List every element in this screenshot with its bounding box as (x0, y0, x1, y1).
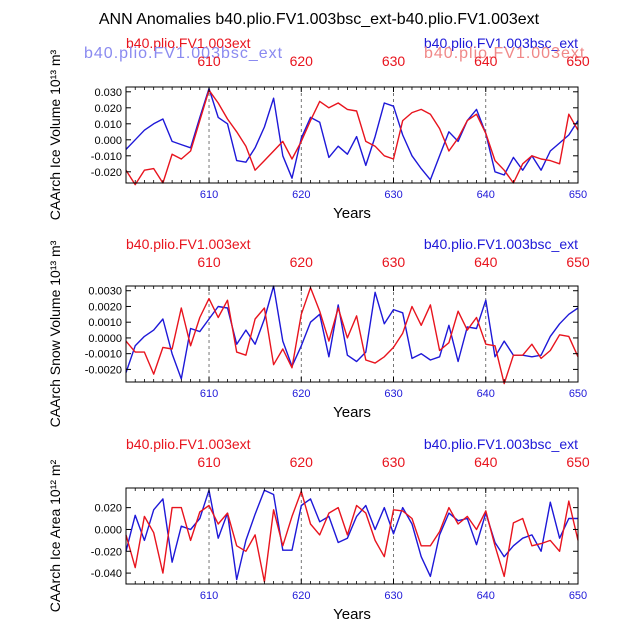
ytick-label: -0.020 (91, 546, 122, 558)
xtick-label-top: 630 (382, 254, 406, 270)
ytick-label: -0.0020 (85, 364, 122, 376)
xtick-label-bottom: 620 (292, 590, 310, 602)
axes-frame (125, 487, 579, 585)
xtick-label-bottom: 640 (477, 189, 495, 201)
ytick-label: -0.010 (91, 151, 122, 163)
xtick-label-bottom: 620 (292, 189, 310, 201)
ytick-label: 0.0030 (88, 286, 122, 298)
xtick-label-bottom: 630 (384, 189, 402, 201)
y-axis-label: CAArch Ice Volume 10¹³ m³ (47, 49, 63, 220)
ytick-label: 0.0010 (88, 317, 122, 329)
figure-title: ANN Anomalies b40.plio.FV1.003bsc_ext-b4… (99, 11, 540, 28)
ytick-label: 0.000 (94, 524, 122, 536)
xtick-label-bottom: 640 (477, 590, 495, 602)
xtick-label-top: 640 (474, 454, 498, 470)
series-title-right: b40.plio.FV1.003bsc_ext (424, 236, 578, 252)
ghost-title-blue: b40.plio.FV1.003bsc_ext (84, 45, 283, 62)
xtick-label-top: 630 (382, 454, 406, 470)
ytick-label: 0.020 (94, 503, 122, 515)
xtick-label-top: 650 (566, 53, 590, 69)
series-line-red (125, 490, 579, 583)
series-title-right: b40.plio.FV1.003bsc_ext (424, 436, 578, 452)
ytick-label: 0.0020 (88, 301, 122, 313)
xtick-label-bottom: 610 (200, 189, 218, 201)
series-title-left: b40.plio.FV1.003ext (126, 236, 251, 252)
ytick-label: 0.010 (94, 119, 122, 131)
xtick-label-bottom: 630 (384, 388, 402, 400)
axes-frame (125, 285, 579, 383)
xtick-label-top: 610 (197, 254, 221, 270)
ytick-label: -0.0010 (85, 349, 122, 361)
xtick-label-top: 640 (474, 254, 498, 270)
xtick-label-bottom: 650 (569, 590, 587, 602)
xtick-label-top: 610 (197, 454, 221, 470)
xtick-label-top: 630 (382, 53, 406, 69)
x-axis-label: Years (333, 404, 371, 421)
ytick-label: 0.030 (94, 87, 122, 99)
xtick-label-top: 620 (290, 454, 314, 470)
xtick-label-bottom: 630 (384, 590, 402, 602)
y-axis-label: CAArch Ice Area 10¹² m² (47, 459, 63, 612)
xtick-label-top: 620 (290, 53, 314, 69)
panel-snow-volume: b40.plio.FV1.003ext b40.plio.FV1.003bsc_e… (47, 236, 590, 427)
axes-frame (125, 86, 579, 184)
xtick-label-top: 620 (290, 254, 314, 270)
series-title-right: b40.plio.FV1.003bsc_ext (424, 35, 578, 51)
x-axis-label: Years (333, 606, 371, 623)
ytick-label: 0.0000 (88, 333, 122, 345)
xtick-label-bottom: 650 (569, 189, 587, 201)
xtick-label-bottom: 610 (200, 590, 218, 602)
series-line-red (125, 286, 579, 385)
ytick-label: -0.020 (91, 167, 122, 179)
y-axis-label: CAArch Snow Volume 10¹³ m³ (47, 240, 63, 427)
series-title-left: b40.plio.FV1.003ext (126, 436, 251, 452)
series-line-blue (125, 87, 579, 181)
series-line-red (125, 89, 579, 186)
panel-ice-area: b40.plio.FV1.003ext b40.plio.FV1.003bsc_e… (47, 436, 590, 623)
xtick-label-top: 650 (566, 454, 590, 470)
ghost-title-red: b40.plio.FV1.003ext (424, 45, 585, 62)
xtick-label-bottom: 640 (477, 388, 495, 400)
xtick-label-bottom: 610 (200, 388, 218, 400)
series-line-blue (125, 285, 579, 380)
xtick-label-top: 650 (566, 254, 590, 270)
ytick-label: -0.040 (91, 568, 122, 580)
ytick-label: 0.000 (94, 135, 122, 147)
series-title-left: b40.plio.FV1.003ext (126, 35, 251, 51)
xtick-label-bottom: 650 (569, 388, 587, 400)
xtick-label-top: 610 (197, 53, 221, 69)
panel-ice-volume: b40.plio.FV1.003ext b40.plio.FV1.003bsc_e… (47, 35, 590, 222)
series-line-blue (125, 489, 578, 581)
xtick-label-top: 640 (474, 53, 498, 69)
xtick-label-bottom: 620 (292, 388, 310, 400)
ytick-label: 0.020 (94, 103, 122, 115)
x-axis-label: Years (333, 205, 371, 222)
